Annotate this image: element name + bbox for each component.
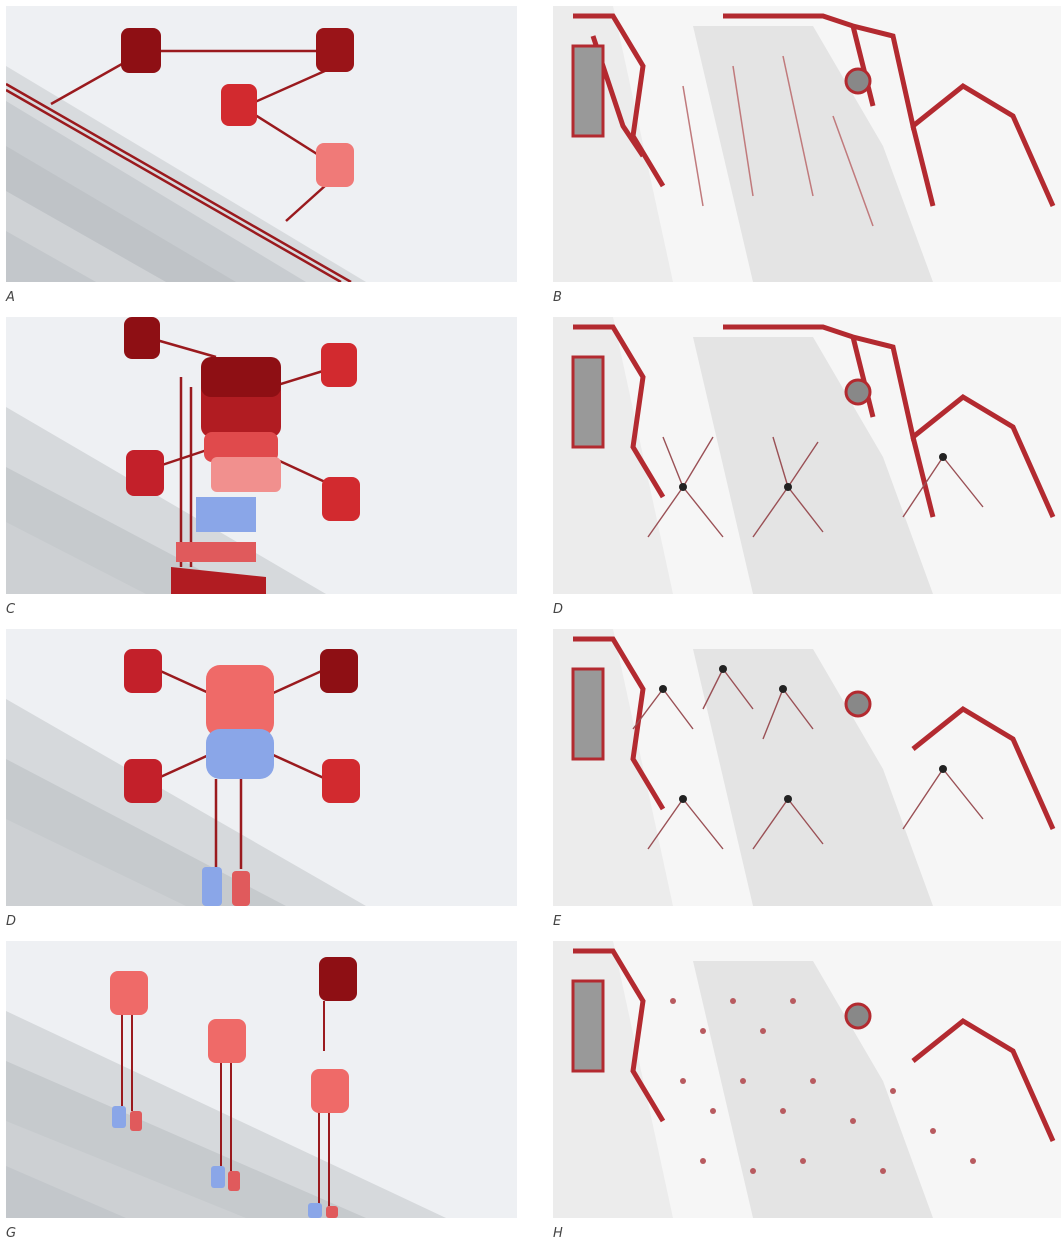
- cube-main-blue: [206, 729, 274, 779]
- cube-light-a4: [316, 143, 354, 187]
- panel-d-map: [553, 317, 1061, 594]
- cube-dark-a2: [316, 28, 354, 72]
- panel-c-render: [6, 317, 517, 594]
- panel-b-map: [553, 6, 1061, 282]
- caption-g: G: [6, 1226, 17, 1241]
- building-e: [844, 690, 872, 718]
- caption-b: B: [553, 290, 562, 305]
- hub-e2: [719, 665, 727, 673]
- hub-e4: [679, 795, 687, 803]
- hub-e1: [659, 685, 667, 693]
- pipe-lines: [155, 667, 327, 869]
- map-b-svg: [553, 6, 1061, 282]
- map-e-svg: [553, 629, 1061, 906]
- block-d: [571, 355, 605, 449]
- caption-h: H: [553, 1226, 563, 1241]
- hub-d2: [784, 483, 792, 491]
- cube-stack-mid: [204, 432, 278, 462]
- building-b: [844, 67, 872, 95]
- tank-red-g1: [130, 1111, 142, 1131]
- radial-links-d: [647, 436, 984, 538]
- caption-a: A: [6, 290, 15, 305]
- network-e: [573, 636, 1056, 831]
- building-d: [844, 378, 872, 406]
- caption-e: E: [553, 914, 562, 929]
- map-d-svg: [553, 317, 1061, 594]
- cube-main-red: [206, 665, 274, 737]
- hub-e5: [784, 795, 792, 803]
- caption-d-render: D: [6, 914, 17, 929]
- cube-c2: [321, 343, 357, 387]
- cube-g4: [311, 1069, 349, 1113]
- tank-red-g4: [326, 1206, 338, 1218]
- cube-d4: [322, 759, 360, 803]
- panel-h-map: [553, 941, 1061, 1218]
- dark-slab-c: [171, 567, 266, 594]
- cube-d2: [320, 649, 358, 693]
- tank-blue-d: [202, 867, 222, 906]
- cube-g1: [110, 971, 148, 1015]
- panel-e-map: [553, 629, 1061, 906]
- network-d: [573, 324, 1056, 519]
- panel-g-render: [6, 941, 517, 1218]
- render-a-svg: [6, 6, 517, 282]
- panel-a-render: [6, 6, 517, 282]
- cube-stack-low: [211, 457, 281, 492]
- block-h: [571, 979, 605, 1073]
- hub-e6: [939, 765, 947, 773]
- tank-blue-g1: [112, 1106, 126, 1128]
- radial-links-e: [632, 668, 984, 850]
- hub-d3: [939, 453, 947, 461]
- terrain-stripes: [6, 1011, 446, 1218]
- block-e: [571, 667, 605, 761]
- cube-g3: [319, 957, 357, 1001]
- tank-blue-g2: [211, 1166, 225, 1188]
- network-h: [573, 948, 1056, 1143]
- terrain-stripes: [6, 66, 366, 282]
- tank-red-g2: [228, 1171, 240, 1191]
- caption-c: C: [6, 602, 16, 617]
- red-slab-c: [176, 542, 256, 562]
- cube-d3: [124, 759, 162, 803]
- streets-b: [682, 55, 874, 227]
- hub-e3: [779, 685, 787, 693]
- cube-c1: [124, 317, 160, 359]
- pipe-lines: [121, 1001, 330, 1206]
- cube-dark-a1: [121, 28, 161, 73]
- cube-c3: [126, 450, 164, 496]
- dots-h: [670, 998, 976, 1174]
- render-g-svg: [6, 941, 517, 1218]
- render-d-svg: [6, 629, 517, 906]
- block-b: [571, 44, 605, 138]
- blue-element-c: [196, 497, 256, 532]
- panel-d-render: [6, 629, 517, 906]
- hub-d1: [679, 483, 687, 491]
- cube-c4: [322, 477, 360, 521]
- caption-d-map: D: [553, 602, 564, 617]
- cube-red-a3: [221, 84, 257, 126]
- render-c-svg: [6, 317, 517, 594]
- cube-stack-cap: [201, 357, 281, 397]
- cube-d1: [124, 649, 162, 693]
- building-h: [844, 1002, 872, 1030]
- cube-g2: [208, 1019, 246, 1063]
- tank-blue-g4: [308, 1203, 322, 1218]
- map-h-svg: [553, 941, 1061, 1218]
- tank-red-d: [232, 871, 250, 906]
- network-b: [573, 13, 1056, 208]
